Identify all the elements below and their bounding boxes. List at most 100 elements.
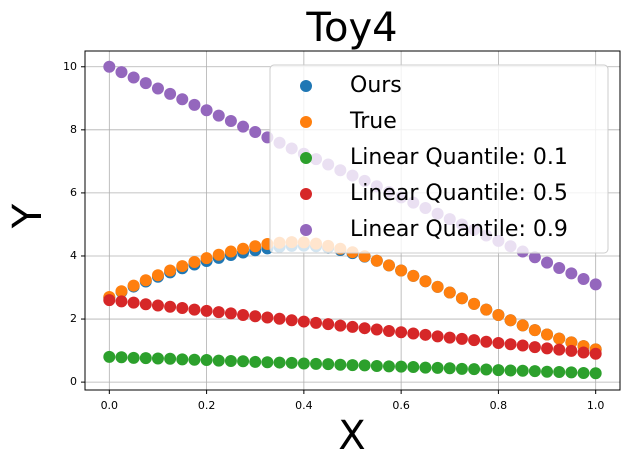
- point: [151, 82, 164, 95]
- point: [589, 278, 602, 291]
- point: [419, 328, 432, 341]
- point: [237, 242, 250, 255]
- point: [188, 98, 201, 111]
- y-tick-label: 4: [70, 249, 77, 262]
- point: [249, 240, 262, 253]
- point: [516, 319, 529, 332]
- legend-label: Ours: [350, 73, 402, 98]
- x-axis-label: X: [338, 413, 365, 459]
- point: [310, 357, 323, 370]
- point: [297, 357, 310, 370]
- point: [419, 361, 432, 374]
- point: [541, 365, 554, 378]
- point: [249, 126, 262, 139]
- point: [370, 360, 383, 373]
- point: [565, 267, 578, 280]
- point: [103, 350, 116, 363]
- legend-marker: [300, 116, 312, 128]
- point: [237, 355, 250, 368]
- point: [492, 337, 505, 350]
- point: [395, 264, 408, 277]
- point: [212, 306, 225, 319]
- point: [261, 311, 274, 324]
- point: [139, 77, 152, 90]
- point: [589, 367, 602, 380]
- point: [115, 295, 128, 308]
- y-tick-label: 10: [63, 60, 77, 73]
- point: [285, 314, 298, 327]
- point: [103, 294, 116, 307]
- legend-marker: [300, 152, 312, 164]
- point: [224, 307, 237, 320]
- legend-box: [269, 64, 609, 254]
- point: [407, 327, 420, 340]
- point: [382, 259, 395, 272]
- point: [164, 264, 177, 277]
- point: [176, 353, 189, 366]
- point: [237, 308, 250, 321]
- point: [382, 360, 395, 373]
- legend-marker: [300, 224, 312, 236]
- point: [127, 71, 140, 84]
- point: [431, 280, 444, 293]
- point: [249, 355, 262, 368]
- x-tick-label: 0.6: [392, 399, 410, 412]
- chart-title: Toy4: [305, 5, 397, 51]
- point: [407, 269, 420, 282]
- point: [431, 330, 444, 343]
- point: [577, 346, 590, 359]
- point: [212, 354, 225, 367]
- point: [115, 66, 128, 79]
- point: [127, 296, 140, 309]
- y-tick-label: 0: [70, 375, 77, 388]
- point: [358, 322, 371, 335]
- legend-label: True: [349, 109, 397, 134]
- point: [188, 255, 201, 268]
- point: [115, 285, 128, 298]
- point: [480, 363, 493, 376]
- point: [553, 261, 566, 274]
- point: [455, 332, 468, 345]
- point: [297, 315, 310, 328]
- point: [504, 314, 517, 327]
- point: [176, 93, 189, 106]
- point: [164, 87, 177, 100]
- point: [212, 109, 225, 122]
- point: [358, 359, 371, 372]
- point: [565, 344, 578, 357]
- point: [322, 318, 335, 331]
- point: [237, 120, 250, 133]
- x-tick-label: 0.2: [198, 399, 216, 412]
- point: [346, 359, 359, 372]
- point: [541, 256, 554, 269]
- point: [504, 338, 517, 351]
- point: [480, 303, 493, 316]
- point: [565, 336, 578, 349]
- point: [139, 298, 152, 311]
- point: [455, 362, 468, 375]
- point: [443, 331, 456, 344]
- legend-label: Linear Quantile: 0.1: [350, 145, 568, 170]
- y-tick-label: 8: [70, 123, 77, 136]
- point: [431, 361, 444, 374]
- point: [273, 312, 286, 325]
- point: [334, 358, 347, 371]
- point: [370, 323, 383, 336]
- point: [176, 260, 189, 273]
- legend: Ours True Linear Quantile: 0.1 Linear Quant…: [269, 64, 609, 254]
- point: [151, 352, 164, 365]
- y-tick-label: 6: [70, 186, 77, 199]
- point: [249, 310, 262, 323]
- point: [285, 356, 298, 369]
- point: [200, 252, 213, 265]
- x-tick-label: 0.8: [490, 399, 508, 412]
- point: [261, 356, 274, 369]
- point: [577, 366, 590, 379]
- point: [322, 358, 335, 371]
- point: [188, 303, 201, 316]
- point: [224, 115, 237, 128]
- point: [468, 363, 481, 376]
- point: [212, 248, 225, 261]
- point: [127, 279, 140, 292]
